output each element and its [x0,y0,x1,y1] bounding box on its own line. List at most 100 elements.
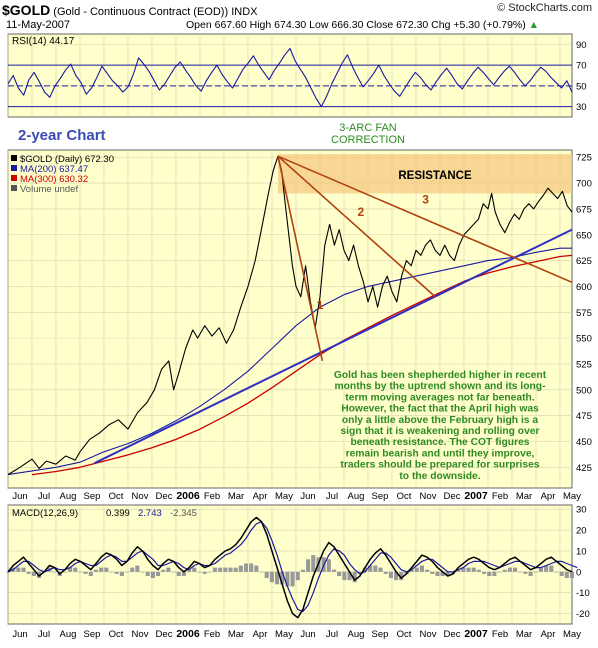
macd-histogram-bar [544,565,549,572]
ma300-line [31,254,573,476]
macd-histogram-bar [513,567,518,572]
commentary-line: only a little above the February high is… [342,415,539,426]
price-x-tick: Feb [492,491,508,502]
macd-histogram-bar [357,571,362,574]
price-x-tick: Oct [109,491,124,502]
rsi-y-tick: 90 [576,40,587,51]
macd-histogram-bar [533,571,538,573]
legend-swatch [11,175,17,181]
price-x-tick: Aug [348,491,365,502]
ma200-line [7,247,572,476]
price-x-tick: Nov [420,491,437,502]
commentary-line: sign that it is weakening and rolling ov… [340,426,539,437]
macd-histogram-bar [264,571,269,579]
price-y-tick: 625 [576,256,592,267]
macd-x-tick: Mar [228,629,244,640]
macd-panel [7,504,573,625]
fan-line-label: 1 [317,298,324,312]
price-line [7,155,573,476]
price-y-tick: 725 [576,153,592,164]
price-x-tick: Jun [12,491,27,502]
macd-y-tick: 30 [576,505,587,516]
macd-histogram-bar [518,571,523,573]
fan-line [277,155,436,298]
macd-histogram-bar [471,567,476,572]
macd-x-tick: Aug [348,629,365,640]
macd-y-tick: -20 [576,609,590,620]
macd-y-tick: 0 [576,567,581,578]
macd-histogram-bar [373,565,378,572]
macd-histogram-bar [326,559,331,572]
resistance-label: RESISTANCE [398,170,472,182]
macd-histogram-bar [202,571,207,574]
macd-histogram-bar [331,569,337,572]
symbol: $GOLD [2,2,51,18]
macd-x-tick: May [275,629,293,640]
macd-y-tick: -10 [576,588,590,599]
commentary-line: traders should be prepared for surprises [340,460,539,471]
macd-histogram-bar [414,567,419,572]
macd-histogram-bar [487,571,492,576]
price-y-tick: 700 [576,179,592,190]
macd-histogram-bar [218,567,223,572]
price-y-tick: 550 [576,334,592,345]
commentary-line: remain bearish and until they improve, [346,448,535,459]
commentary-line: beneath resistance. The COT figures [350,437,529,448]
macd-histogram-bar [150,571,155,579]
macd-histogram-bar [368,565,373,572]
price-x-tick: May [563,491,581,502]
macd-histogram-bar [212,567,218,572]
macd-histogram-bar [290,571,295,587]
macd-histogram-bar [119,571,124,576]
commentary-line: However, the fact that the April high wa… [341,404,539,415]
macd-line [7,516,573,619]
macd-histogram-bar [161,569,166,572]
macd-histogram-bar [223,567,228,572]
macd-histogram-bar [62,571,67,573]
macd-histogram-bar [99,567,104,572]
commentary-line: to the downside. [399,471,480,482]
macd-histogram-bar [419,565,424,572]
macd-histogram-bar [280,571,285,585]
macd-x-tick: Aug [60,629,77,640]
price-x-tick: Jul [38,491,50,502]
price-x-tick: Apr [253,491,268,502]
macd-legend-histogram: -2.345 [170,508,197,519]
price-y-tick: 475 [576,411,592,422]
macd-y-tick: 20 [576,526,587,537]
macd-histogram-bar [502,569,507,572]
price-panel [7,149,573,489]
macd-histogram-bar [192,567,197,572]
price-y-tick: 675 [576,204,592,215]
legend-swatch [11,165,17,171]
quote-values: Open 667.60 High 674.30 Low 666.30 Close… [186,19,526,31]
macd-histogram-bar [83,571,88,574]
macd-histogram-bar [388,571,393,579]
uptrend-line [93,228,573,465]
macd-histogram-bar [197,571,202,573]
macd-histogram-bar [156,571,161,576]
macd-x-tick: Oct [109,629,124,640]
macd-histogram-bar [445,571,450,576]
macd-histogram-bar [425,569,430,572]
macd-histogram-bar [52,571,57,573]
commentary-line: Gold has been shepherded higher in recen… [334,370,547,381]
macd-histogram-bar [5,571,11,573]
price-y-tick: 575 [576,308,592,319]
macd-histogram-bar [140,571,145,573]
macd-histogram-bar [254,565,259,572]
macd-histogram-bar [507,567,512,572]
macd-histogram-bar [456,569,461,572]
fan-line [277,156,324,362]
price-y-tick: 600 [576,282,592,293]
macd-histogram-bar [549,565,554,572]
macd-x-tick: Mar [516,629,532,640]
macd-x-tick: Nov [420,629,437,640]
macd-x-tick: Jun [12,629,27,640]
macd-legend-name: MACD(12,26,9) [12,508,78,519]
macd-histogram-bar [181,571,186,576]
price-y-tick: 425 [576,463,592,474]
price-y-tick: 525 [576,359,592,370]
price-x-tick: Aug [60,491,77,502]
